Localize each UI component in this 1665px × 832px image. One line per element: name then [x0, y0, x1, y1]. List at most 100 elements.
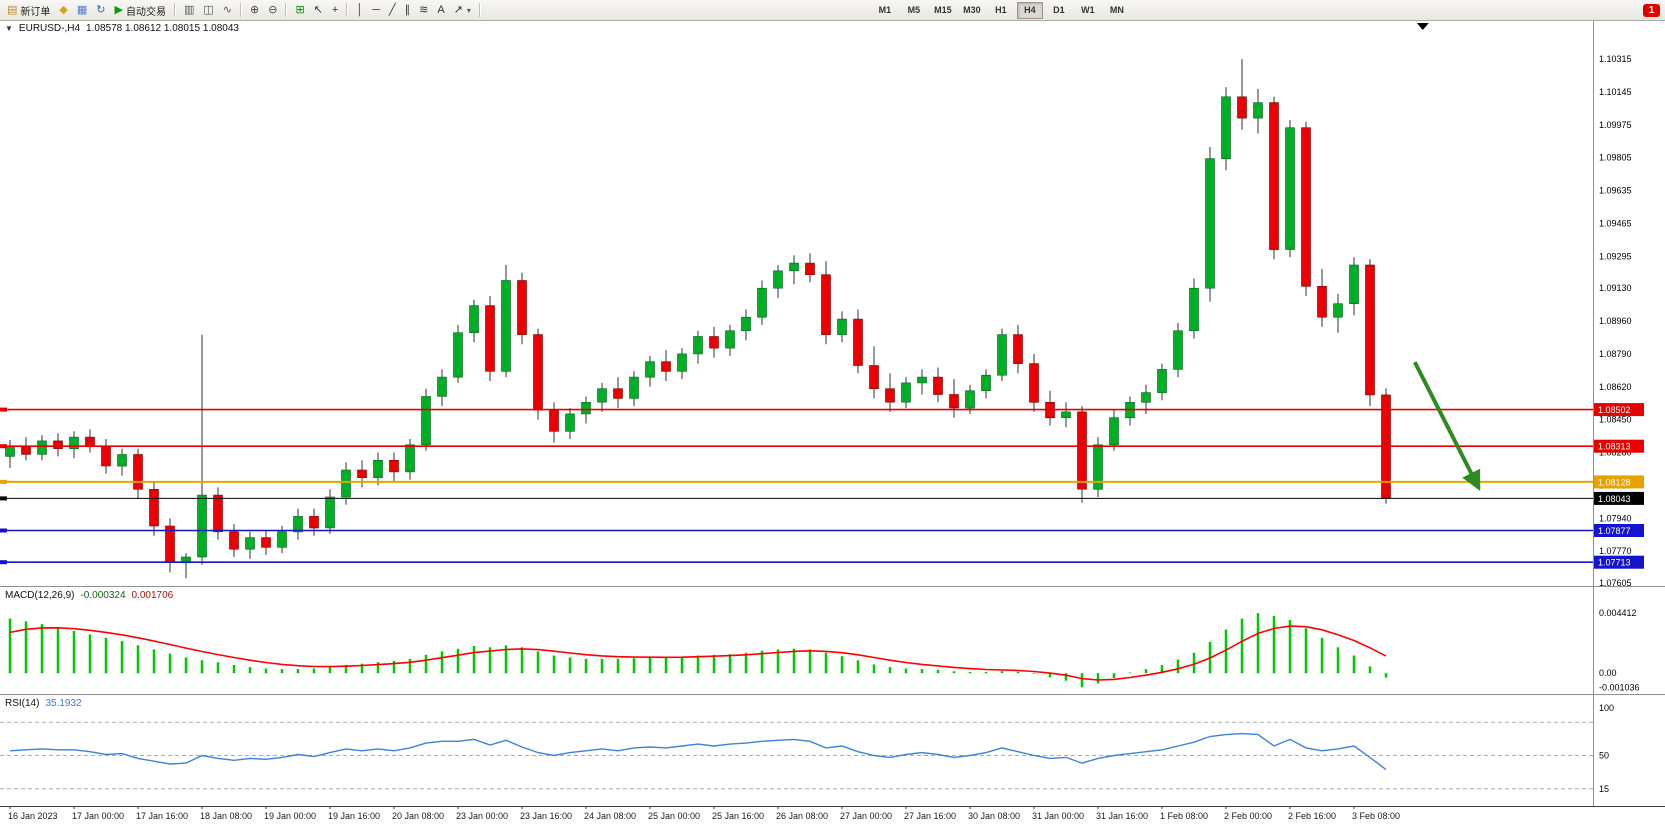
svg-text:1.07713: 1.07713: [1598, 558, 1631, 568]
svg-text:1.08128: 1.08128: [1598, 477, 1631, 487]
toolbar-items: ▤ 新订单 ◆ ▦ ↻ ▶ 自动交易 ▥ ◫ ∿ ⊕ ⊖ ⊞ ↖ + │ ─ ╱ ∥ ≋ A ↗ ▾ M1 M5 M15 M30 H1…: [3, 0, 1643, 20]
macd-main-value: -0.000324: [80, 590, 126, 601]
svg-text:18 Jan 08:00: 18 Jan 08:00: [200, 811, 252, 821]
ohlc-values: 1.08578 1.08612 1.08015 1.08043: [86, 23, 239, 34]
svg-text:1.07877: 1.07877: [1598, 526, 1631, 536]
print-icon: ▦: [76, 3, 88, 16]
svg-text:1.09805: 1.09805: [1599, 153, 1632, 163]
arrow-objects-icon: ↗: [453, 3, 463, 16]
svg-text:1.08960: 1.08960: [1599, 316, 1632, 326]
play-icon: ▶: [114, 3, 123, 16]
candlesticks: [5, 59, 1391, 579]
autotrading-button[interactable]: ▶ 自动交易: [111, 1, 170, 20]
refresh-button[interactable]: ↻: [92, 1, 109, 20]
rsi-value: 35.1932: [45, 698, 82, 709]
bars-chart-button[interactable]: ▥: [180, 1, 198, 20]
svg-text:1.10315: 1.10315: [1599, 54, 1632, 64]
svg-text:25 Jan 00:00: 25 Jan 00:00: [648, 811, 700, 821]
toolbar-separator: [478, 3, 481, 17]
zoom-out-icon: ⊖: [268, 3, 278, 16]
line-chart-button[interactable]: ∿: [219, 1, 236, 20]
svg-text:1 Feb 08:00: 1 Feb 08:00: [1160, 811, 1208, 821]
svg-text:1.08620: 1.08620: [1599, 382, 1632, 392]
macd-signal-line: [9, 625, 1387, 681]
vertical-line-icon: │: [356, 3, 364, 16]
rsi-line: [9, 732, 1387, 771]
svg-text:25 Jan 16:00: 25 Jan 16:00: [712, 811, 764, 821]
svg-text:31 Jan 00:00: 31 Jan 00:00: [1032, 811, 1084, 821]
timeframe-m1-button[interactable]: M1: [878, 5, 892, 15]
svg-text:1.08043: 1.08043: [1598, 494, 1631, 504]
rsi-name: RSI(14): [5, 698, 40, 709]
svg-text:3 Feb 08:00: 3 Feb 08:00: [1352, 811, 1400, 821]
time-axis-labels: 16 Jan 2023 17 Jan 00:00 17 Jan 16:00 18 Ja…: [8, 806, 1400, 821]
timeframe-w1-button[interactable]: W1: [1081, 5, 1095, 15]
horizontal-line-icon: ─: [372, 3, 380, 16]
timeframe-m30-button[interactable]: M30: [963, 5, 981, 15]
autotrading-button-label: 自动交易: [125, 6, 166, 18]
zoom-out-button[interactable]: ⊖: [264, 1, 281, 20]
svg-text:1.08502: 1.08502: [1598, 405, 1631, 415]
chevron-down-icon: ▾: [466, 5, 471, 15]
fibonacci-icon: ≋: [419, 3, 429, 16]
timeframe-h1-button[interactable]: H1: [995, 5, 1007, 15]
arrows-button[interactable]: ↗ ▾: [450, 1, 475, 20]
svg-text:24 Jan 08:00: 24 Jan 08:00: [584, 811, 636, 821]
svg-text:0.004412: 0.004412: [1599, 608, 1637, 618]
print-button[interactable]: ▦: [73, 1, 91, 20]
timeframe-d1-button[interactable]: D1: [1053, 5, 1065, 15]
toolbar-spacer: [485, 10, 870, 11]
macd-histogram: [8, 613, 1388, 688]
timeframe-m15-button[interactable]: M15: [934, 5, 952, 15]
crosshair-button[interactable]: +: [328, 1, 342, 20]
toolbar-separator: [240, 3, 242, 17]
svg-text:2 Feb 00:00: 2 Feb 00:00: [1224, 811, 1272, 821]
toolbar: ▤ 新订单 ◆ ▦ ↻ ▶ 自动交易 ▥ ◫ ∿ ⊕ ⊖ ⊞ ↖ + │ ─ ╱ ∥ ≋ A ↗ ▾ M1 M5 M15 M30 H1…: [0, 0, 1665, 21]
svg-text:1.09975: 1.09975: [1599, 120, 1632, 130]
chart-shift-marker: [1416, 23, 1429, 30]
svg-text:1.07770: 1.07770: [1599, 546, 1632, 556]
candles-chart-button[interactable]: ◫: [199, 1, 217, 20]
svg-text:-0.001036: -0.001036: [1599, 682, 1640, 692]
timeframe-h4-button[interactable]: H4: [1016, 1, 1043, 19]
svg-text:2 Feb 16:00: 2 Feb 16:00: [1288, 811, 1336, 821]
svg-text:26 Jan 08:00: 26 Jan 08:00: [776, 811, 828, 821]
text-button[interactable]: A: [433, 1, 448, 20]
svg-text:31 Jan 16:00: 31 Jan 16:00: [1096, 811, 1148, 821]
svg-text:23 Jan 16:00: 23 Jan 16:00: [520, 811, 572, 821]
down-arrow-annotation: [1413, 361, 1481, 491]
zoom-in-button[interactable]: ⊕: [246, 1, 263, 20]
indicators-button[interactable]: ⊞: [291, 1, 308, 20]
fibonacci-button[interactable]: ≋: [415, 1, 432, 20]
rsi-panel: [0, 721, 1593, 790]
svg-text:23 Jan 00:00: 23 Jan 00:00: [456, 811, 508, 821]
bars-chart-icon: ▥: [183, 3, 195, 16]
symbol-timeframe-label: EURUSD-,H4: [18, 23, 81, 34]
crosshair-icon: +: [331, 3, 339, 16]
indicators-icon: ⊞: [295, 3, 305, 16]
svg-text:1.10145: 1.10145: [1599, 87, 1632, 97]
svg-text:1.08790: 1.08790: [1599, 349, 1632, 359]
toolbar-separator: [346, 3, 349, 17]
svg-text:20 Jan 08:00: 20 Jan 08:00: [392, 811, 444, 821]
timeframe-m5-button[interactable]: M5: [907, 5, 921, 15]
price-axis-labels: 1.10315 1.10145 1.09975 1.09805 1.09635 1.094…: [1599, 54, 1640, 794]
svg-text:1.07605: 1.07605: [1599, 578, 1632, 588]
trendline-button[interactable]: ╱: [385, 1, 400, 20]
new-order-button-label: 新订单: [20, 6, 51, 18]
vertical-line-button[interactable]: │: [352, 1, 367, 20]
svg-text:16 Jan 2023: 16 Jan 2023: [8, 811, 58, 821]
timeframe-mn-button[interactable]: MN: [1109, 5, 1124, 15]
notification-badge[interactable]: 1: [1643, 3, 1660, 17]
svg-text:15: 15: [1599, 784, 1609, 794]
svg-text:1.09295: 1.09295: [1599, 251, 1632, 261]
metaeditor-button[interactable]: ◆: [55, 1, 71, 20]
one-click-trading-toggle[interactable]: ▼: [5, 24, 13, 33]
svg-text:1.08313: 1.08313: [1598, 442, 1631, 452]
cursor-button[interactable]: ↖: [310, 1, 327, 20]
new-order-button[interactable]: ▤ 新订单: [3, 1, 54, 20]
horizontal-line-button[interactable]: ─: [368, 1, 384, 20]
channel-button[interactable]: ∥: [401, 1, 415, 20]
horizontal-level-lines: [0, 407, 1593, 565]
